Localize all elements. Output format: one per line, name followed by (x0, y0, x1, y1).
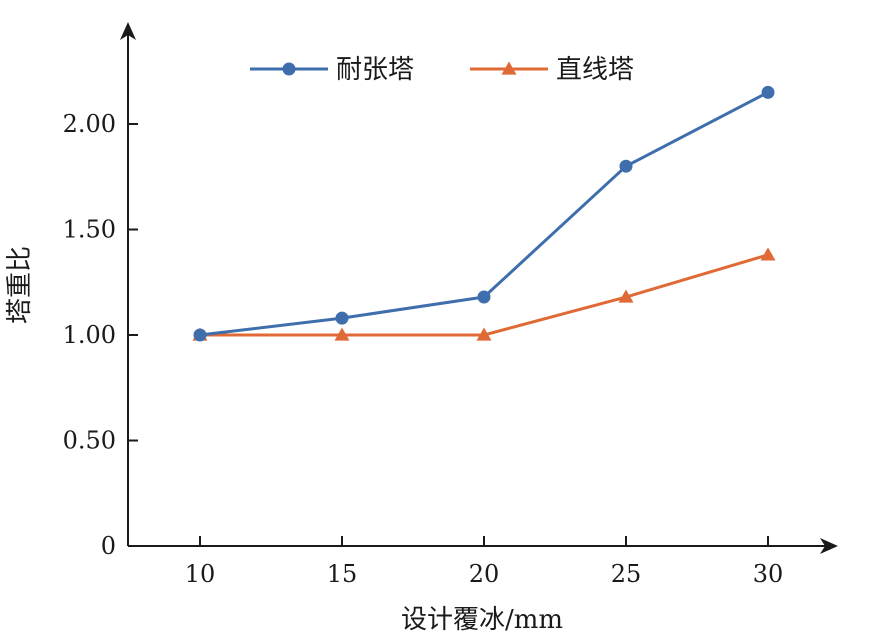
data-point (476, 327, 492, 341)
y-axis-title: 塔重比 (5, 246, 35, 324)
axes (120, 22, 838, 554)
legend-item: 直线塔 (470, 55, 634, 85)
y-tick-label: 1.00 (63, 321, 116, 349)
x-tick-label: 20 (469, 560, 500, 588)
triangle-marker-icon (501, 61, 517, 75)
y-tick-label: 0 (101, 532, 116, 560)
legend-item: 耐张塔 (250, 55, 414, 85)
data-point (193, 328, 207, 342)
circle-marker-icon (282, 62, 296, 76)
legend-label: 耐张塔 (336, 55, 414, 85)
data-point (477, 290, 491, 304)
data-point (335, 311, 349, 325)
series-circle (193, 85, 775, 342)
data-point (334, 327, 350, 341)
y-tick-label: 0.50 (63, 427, 116, 455)
y-tick-label: 2.00 (63, 110, 116, 138)
y-axis-arrow-icon (120, 22, 136, 40)
series-layer (192, 85, 776, 342)
x-axis-title: 设计覆冰/mm (401, 605, 563, 635)
ticks: 0 0.50 1.00 1.50 2.00 10 15 20 25 30 (63, 110, 784, 588)
x-tick-label: 30 (753, 560, 784, 588)
legend: 耐张塔 直线塔 (250, 55, 634, 85)
data-point (760, 247, 776, 261)
y-tick-label: 1.50 (63, 216, 116, 244)
data-point (618, 289, 634, 303)
data-point (761, 85, 775, 99)
data-point (619, 159, 633, 173)
x-tick-label: 25 (611, 560, 642, 588)
x-axis-arrow-icon (820, 538, 838, 554)
x-tick-label: 10 (185, 560, 216, 588)
x-tick-label: 15 (327, 560, 358, 588)
legend-label: 直线塔 (556, 55, 634, 85)
